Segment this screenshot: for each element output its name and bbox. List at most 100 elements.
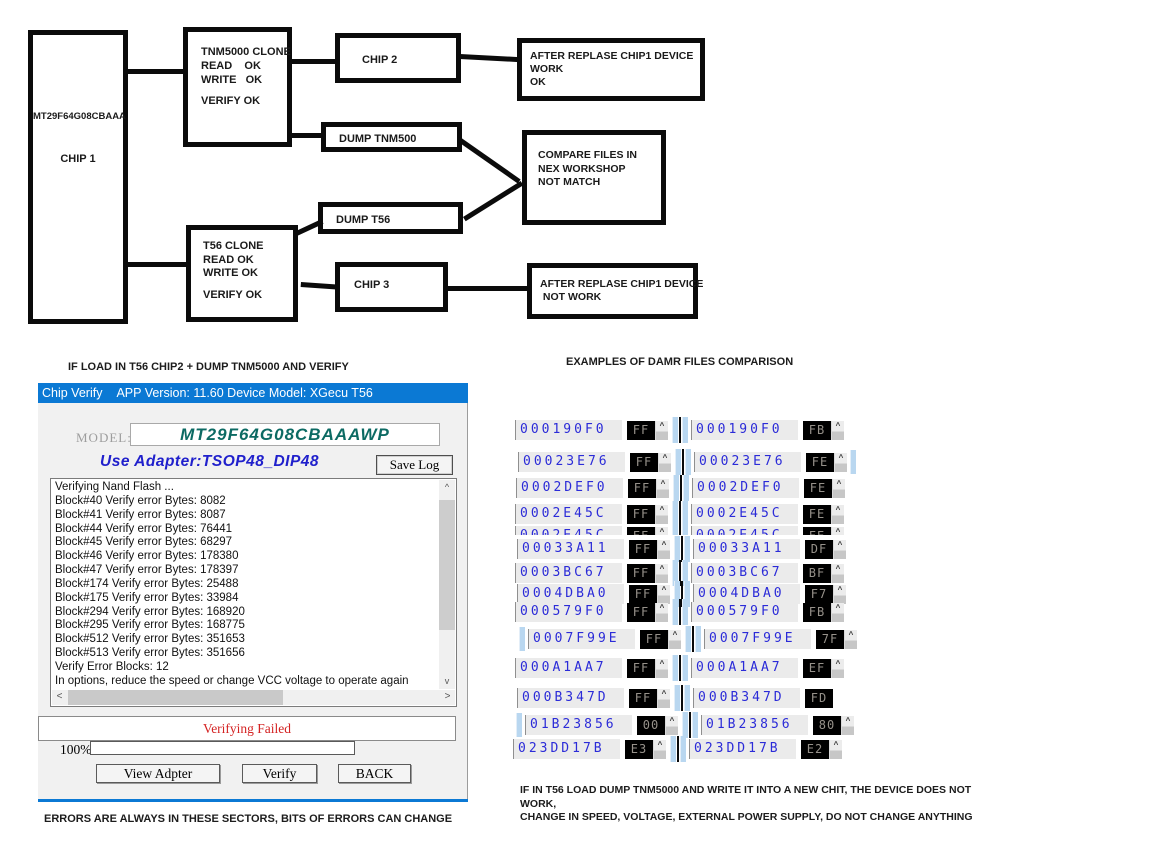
hex-address: 0007F99E: [528, 629, 635, 649]
spinner-up-icon[interactable]: ^: [655, 564, 668, 583]
hex-value[interactable]: FF: [627, 659, 655, 678]
hex-address: 00033A11: [693, 539, 800, 559]
hex-value[interactable]: FF: [640, 630, 668, 649]
view-adapter-button[interactable]: View Adpter: [96, 764, 220, 783]
text-line: READ OK: [203, 254, 293, 268]
hex-row: 000579F0FF^000579F0FB^: [515, 601, 844, 623]
dump-tnm500-label: DUMP TNM500: [339, 132, 457, 146]
verify-log-area[interactable]: Verifying Nand Flash ...Block#40 Verify …: [50, 478, 457, 707]
spinner-up-icon[interactable]: ^: [831, 421, 844, 440]
divider-bar: [672, 655, 678, 681]
spinner-up-icon[interactable]: ^: [831, 603, 844, 622]
vertical-scroll-thumb[interactable]: [439, 500, 455, 630]
model-field[interactable]: MT29F64G08CBAAAWP: [130, 423, 440, 446]
horizontal-scrollbar[interactable]: < >: [52, 690, 455, 705]
hex-value[interactable]: E3: [625, 740, 653, 759]
spinner-up-icon[interactable]: ^: [844, 630, 857, 649]
hex-value[interactable]: 7F: [816, 630, 844, 649]
hex-value[interactable]: FF: [627, 421, 655, 440]
chip2-label: CHIP 2: [362, 53, 456, 67]
hex-value[interactable]: FB: [803, 421, 831, 440]
divider-line: [692, 626, 694, 652]
hex-value[interactable]: FB: [803, 603, 831, 622]
hex-value[interactable]: FE: [806, 453, 834, 472]
text-line: Block#45 Verify error Bytes: 68297: [55, 536, 438, 550]
spinner-up-icon[interactable]: ^: [655, 659, 668, 678]
hex-row: 00023E76FF^00023E76FE^: [518, 451, 856, 473]
spinner-up-icon[interactable]: ^: [657, 689, 670, 708]
scroll-down-icon[interactable]: v: [439, 674, 455, 689]
hex-value[interactable]: FE: [804, 479, 832, 498]
spinner-up-icon[interactable]: ^: [657, 540, 670, 559]
spinner-up-icon[interactable]: ^: [655, 527, 668, 536]
hex-value[interactable]: 00: [637, 716, 665, 735]
t56-clone-box: T56 CLONEREAD OKWRITE OKVERIFY OK: [186, 225, 298, 322]
hex-group-left: 0002DEF0FF^: [516, 478, 669, 498]
spinner-up-icon[interactable]: ^: [831, 527, 844, 536]
hex-address: 0002E45C: [691, 526, 798, 535]
hex-group-left: 01B23856 00^: [525, 715, 678, 735]
hex-group-left: 000B347DFF^: [517, 688, 670, 708]
scroll-up-icon[interactable]: ^: [439, 480, 455, 495]
hex-value[interactable]: EF: [803, 659, 831, 678]
verify-button[interactable]: Verify: [242, 764, 317, 783]
hex-address: 0002E45C: [515, 526, 622, 535]
spinner-up-icon[interactable]: ^: [831, 505, 844, 524]
hex-value[interactable]: FF: [629, 540, 657, 559]
file-divider: [672, 599, 688, 625]
hex-value[interactable]: FF: [627, 527, 655, 536]
horizontal-scroll-thumb[interactable]: [68, 690, 283, 705]
hex-value[interactable]: FD: [805, 689, 833, 708]
hex-row: 000B347DFF^000B347DFD: [517, 687, 833, 709]
hex-value[interactable]: FF: [628, 479, 656, 498]
spinner-up-icon[interactable]: ^: [831, 564, 844, 583]
hex-row: 0002DEF0FF^0002DEF0FE^: [516, 477, 845, 499]
chip3-label: CHIP 3: [354, 278, 443, 292]
vertical-scrollbar[interactable]: ^ v: [439, 480, 455, 689]
divider-bar: [850, 450, 856, 474]
hex-group-right: 00023E76FE^: [694, 452, 847, 472]
scroll-left-icon[interactable]: <: [52, 690, 67, 705]
hex-group-right: 0002E45C FE^: [691, 526, 844, 535]
divider-line: [681, 685, 683, 711]
hex-address: 000190F0: [515, 420, 622, 440]
hex-value[interactable]: FE: [803, 505, 831, 524]
spinner-up-icon[interactable]: ^: [834, 453, 847, 472]
text-line: Block#513 Verify error Bytes: 351656: [55, 647, 438, 661]
spinner-up-icon[interactable]: ^: [656, 479, 669, 498]
hex-value[interactable]: FF: [629, 689, 657, 708]
text-line: Block#47 Verify error Bytes: 178397: [55, 564, 438, 578]
spinner-up-icon[interactable]: ^: [655, 603, 668, 622]
hex-value[interactable]: FF: [627, 564, 655, 583]
hex-value[interactable]: FF: [627, 505, 655, 524]
hex-value[interactable]: FF: [627, 603, 655, 622]
spinner-up-icon[interactable]: ^: [668, 630, 681, 649]
hex-value[interactable]: 80: [813, 716, 841, 735]
chip1-part-number: MT29F64G08CBAAA: [33, 111, 123, 122]
compare-files-box: COMPARE FILES INNEX WORKSHOPNOT MATCH: [522, 130, 666, 225]
hex-value[interactable]: FF: [630, 453, 658, 472]
hex-group-right: 00033A11 DF^: [693, 539, 846, 559]
back-button[interactable]: BACK: [338, 764, 411, 783]
hex-group-right: 0003BC67BF^: [691, 563, 844, 583]
spinner-up-icon[interactable]: ^: [833, 540, 846, 559]
spinner-up-icon[interactable]: ^: [655, 421, 668, 440]
hex-value[interactable]: DF: [805, 540, 833, 559]
hex-row: 00033A11FF^00033A11DF^: [517, 538, 846, 560]
save-log-button[interactable]: Save Log: [376, 455, 453, 475]
spinner-up-icon[interactable]: ^: [658, 453, 671, 472]
spinner-up-icon[interactable]: ^: [665, 716, 678, 735]
hex-value[interactable]: BF: [803, 564, 831, 583]
hex-group-right: 000190F0FB^: [691, 420, 844, 440]
hex-value[interactable]: FE: [803, 527, 831, 536]
chip2-box: CHIP 2: [335, 33, 461, 83]
spinner-up-icon[interactable]: ^: [832, 479, 845, 498]
hex-address: 01B23856: [525, 715, 632, 735]
hex-value[interactable]: E2: [801, 740, 829, 759]
spinner-up-icon[interactable]: ^: [829, 740, 842, 759]
spinner-up-icon[interactable]: ^: [831, 659, 844, 678]
spinner-up-icon[interactable]: ^: [655, 505, 668, 524]
spinner-up-icon[interactable]: ^: [841, 716, 854, 735]
spinner-up-icon[interactable]: ^: [653, 740, 666, 759]
scroll-right-icon[interactable]: >: [440, 690, 455, 705]
